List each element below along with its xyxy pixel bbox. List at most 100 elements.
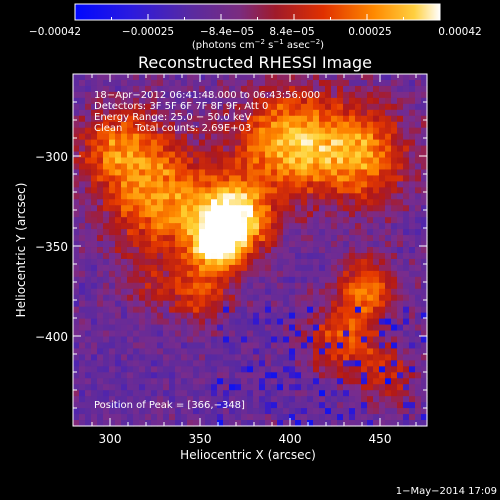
image-pixel xyxy=(415,378,422,385)
image-pixel xyxy=(127,121,134,129)
image-pixel xyxy=(415,354,422,361)
image-pixel xyxy=(157,187,164,194)
image-pixel xyxy=(367,217,374,224)
image-pixel xyxy=(307,366,314,373)
image-pixel xyxy=(109,121,116,129)
image-pixel xyxy=(205,199,212,206)
image-pixel xyxy=(79,97,86,105)
image-pixel xyxy=(169,252,176,260)
image-pixel xyxy=(397,360,404,367)
image-pixel xyxy=(235,408,242,415)
image-pixel xyxy=(199,342,206,350)
image-pixel xyxy=(151,258,158,266)
image-pixel xyxy=(223,79,230,87)
image-pixel xyxy=(145,318,152,326)
image-pixel xyxy=(109,97,116,105)
image-pixel xyxy=(331,420,338,427)
image-pixel xyxy=(103,235,110,242)
image-pixel xyxy=(211,342,218,350)
image-pixel xyxy=(409,378,416,385)
image-pixel xyxy=(313,91,320,99)
image-annotations: 18−Apr−2012 06:41:48.000 to 06:43:56.000… xyxy=(94,90,320,411)
image-pixel xyxy=(223,258,230,266)
image-pixel xyxy=(277,145,284,153)
image-pixel xyxy=(397,402,404,409)
image-pixel xyxy=(85,223,92,230)
image-pixel xyxy=(271,121,278,129)
image-pixel xyxy=(295,282,302,290)
image-pixel xyxy=(91,91,98,99)
image-pixel xyxy=(361,79,368,87)
image-pixel xyxy=(331,133,338,141)
image-pixel xyxy=(97,276,104,284)
image-pixel xyxy=(295,414,302,421)
image-pixel xyxy=(265,414,272,421)
image-pixel xyxy=(301,91,308,99)
image-pixel xyxy=(199,187,206,194)
image-pixel xyxy=(325,366,332,373)
image-pixel xyxy=(187,366,194,373)
image-pixel xyxy=(217,318,224,326)
image-pixel xyxy=(391,157,398,165)
image-pixel xyxy=(391,408,398,415)
image-pixel xyxy=(295,217,302,224)
image-pixel xyxy=(331,366,338,373)
image-pixel xyxy=(325,348,332,356)
image-pixel xyxy=(265,199,272,206)
image-pixel xyxy=(361,127,368,135)
image-pixel xyxy=(403,169,410,177)
image-pixel xyxy=(175,318,182,326)
image-pixel xyxy=(367,360,374,367)
image-pixel xyxy=(193,79,200,87)
image-pixel xyxy=(187,264,194,272)
image-pixel xyxy=(175,294,182,302)
image-pixel xyxy=(205,181,212,188)
image-pixel xyxy=(385,121,392,129)
image-pixel xyxy=(229,258,236,266)
image-pixel xyxy=(325,205,332,212)
image-pixel xyxy=(73,241,80,248)
image-pixel xyxy=(295,294,302,302)
image-pixel xyxy=(259,139,266,147)
image-pixel xyxy=(307,420,314,427)
image-pixel xyxy=(295,264,302,272)
image-pixel xyxy=(121,205,128,212)
image-pixel xyxy=(73,74,80,81)
image-pixel xyxy=(121,294,128,302)
image-pixel xyxy=(409,336,416,344)
image-pixel xyxy=(187,229,194,236)
image-pixel xyxy=(187,157,194,165)
image-pixel xyxy=(307,372,314,379)
image-pixel xyxy=(349,390,356,397)
image-pixel xyxy=(91,384,98,391)
image-pixel xyxy=(127,312,134,320)
image-pixel xyxy=(373,241,380,248)
image-pixel xyxy=(385,276,392,284)
image-pixel xyxy=(127,378,134,385)
image-pixel xyxy=(97,294,104,302)
image-pixel xyxy=(373,139,380,147)
image-pixel xyxy=(121,312,128,320)
image-pixel xyxy=(85,378,92,385)
image-pixel xyxy=(397,306,404,314)
image-pixel xyxy=(211,366,218,373)
image-pixel xyxy=(253,282,260,290)
image-pixel xyxy=(331,247,338,254)
image-pixel xyxy=(355,420,362,427)
image-pixel xyxy=(289,300,296,308)
image-pixel xyxy=(163,318,170,326)
image-pixel xyxy=(289,169,296,177)
image-pixel xyxy=(175,402,182,409)
image-pixel xyxy=(91,378,98,385)
image-pixel xyxy=(397,199,404,206)
image-pixel xyxy=(313,145,320,153)
image-pixel xyxy=(361,193,368,200)
image-pixel xyxy=(313,205,320,212)
image-pixel xyxy=(115,91,122,99)
image-pixel xyxy=(307,408,314,415)
image-pixel xyxy=(139,324,146,332)
image-pixel xyxy=(127,163,134,171)
image-pixel xyxy=(193,181,200,188)
image-pixel xyxy=(73,169,80,177)
image-pixel xyxy=(373,354,380,361)
